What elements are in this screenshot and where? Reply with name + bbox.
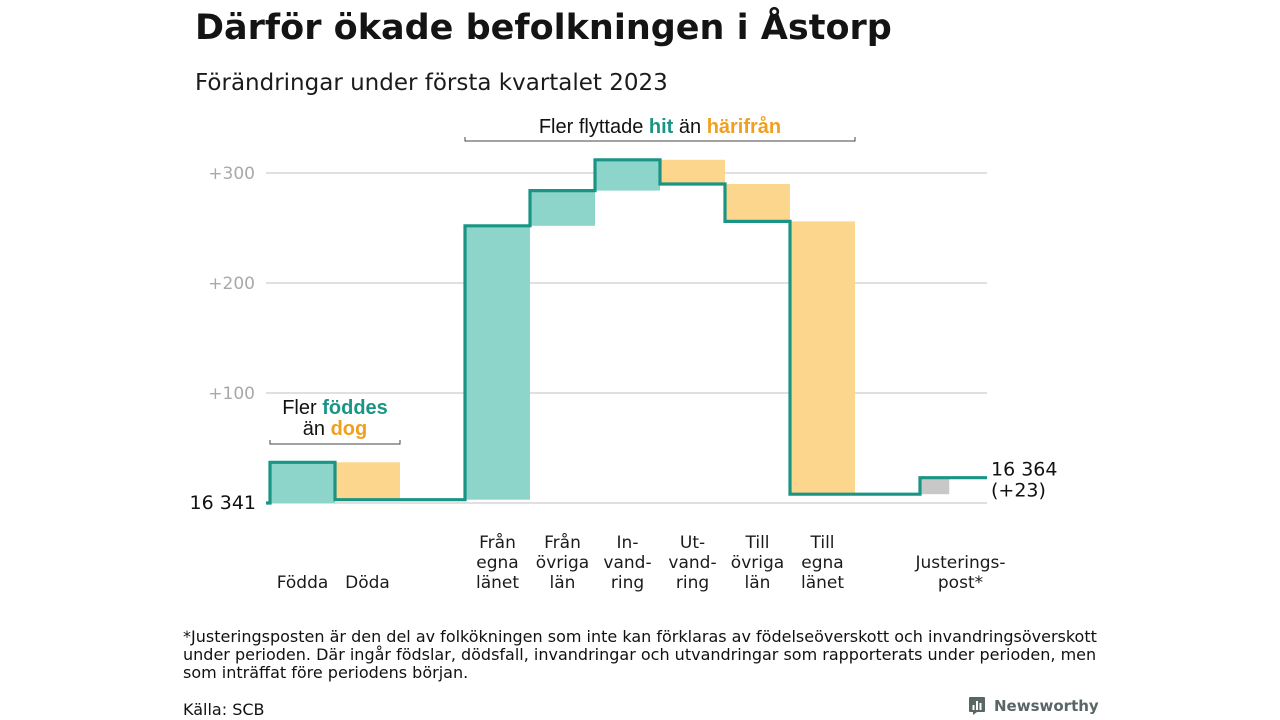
end-value-label: 16 364 [991, 459, 1057, 481]
category-label: In- [617, 533, 639, 553]
annotation-segment: härifrån [707, 115, 781, 138]
annotation-segment: än [303, 418, 331, 440]
category-label: Ut- [680, 533, 705, 553]
category-label: Till [809, 533, 834, 553]
y-tick-label: +300 [208, 164, 255, 184]
page-subtitle: Förändringar under första kvartalet 2023 [195, 70, 668, 96]
category-label: ring [676, 573, 709, 593]
inflow-bar [530, 190, 595, 226]
category-labels: Födda DödaFrånegnalänetFrånövrigalänIn-va… [190, 459, 1058, 593]
inflow-bar [595, 159, 660, 191]
annotation-segment: Fler [282, 397, 322, 419]
category-label: vand- [603, 553, 651, 573]
step-line [266, 158, 987, 505]
brand-name: Newsworthy [994, 697, 1099, 715]
newsworthy-logo: Newsworthy [968, 696, 1099, 716]
category-label: egna [476, 553, 518, 573]
annotation-segment: än [673, 116, 706, 138]
category-label: län [550, 573, 576, 593]
outflow-bar [335, 462, 400, 500]
category-label: övriga [536, 553, 589, 573]
category-label: Födda [277, 573, 329, 593]
gridlines: +100 +200 +300 [208, 164, 987, 504]
category-label: Från [544, 532, 581, 553]
annotation-segment: föddes [322, 397, 388, 419]
annotation-segment: dog [331, 418, 368, 440]
outflow-bar [790, 221, 855, 495]
start-value-label: 16 341 [190, 492, 256, 514]
outflow-bar [660, 159, 725, 184]
inflow-bar [270, 462, 335, 503]
category-label: Till [744, 533, 769, 553]
annotation-text: Fler flyttade hit än härifrån [539, 115, 781, 138]
annotation-segment: Fler flyttade [539, 116, 649, 138]
category-label: övriga [731, 553, 784, 573]
category-label: länet [801, 573, 844, 593]
category-label: Döda [345, 573, 390, 593]
category-label: län [745, 573, 771, 593]
page-title: Därför ökade befolkningen i Åstorp [195, 8, 892, 48]
cumulative-step-line [266, 158, 987, 505]
category-label: länet [476, 573, 519, 593]
category-label: post* [938, 573, 983, 593]
footnote: *Justeringsposten är den del av folkökni… [183, 627, 1097, 682]
y-tick-label: +100 [208, 384, 255, 404]
annotation-bracket [464, 137, 856, 142]
category-label: Justerings- [914, 553, 1005, 573]
inflow-bar [465, 225, 530, 500]
adjustment-bar [920, 477, 950, 495]
y-tick-label: +200 [208, 274, 255, 294]
category-label: ring [611, 573, 644, 593]
annotation-text: Fler föddes [282, 397, 388, 419]
annotation-bracket [269, 440, 401, 445]
bars [270, 159, 950, 503]
category-label: egna [801, 553, 843, 573]
category-label: vand- [668, 553, 716, 573]
source-label: Källa: SCB [183, 700, 265, 719]
outflow-bar [725, 184, 790, 222]
annotation-segment: hit [649, 116, 674, 138]
bar-chart-icon [969, 697, 985, 715]
category-label: Från [479, 532, 516, 553]
annotation-text: än dog [303, 418, 367, 440]
end-value-label: (+23) [991, 480, 1046, 502]
